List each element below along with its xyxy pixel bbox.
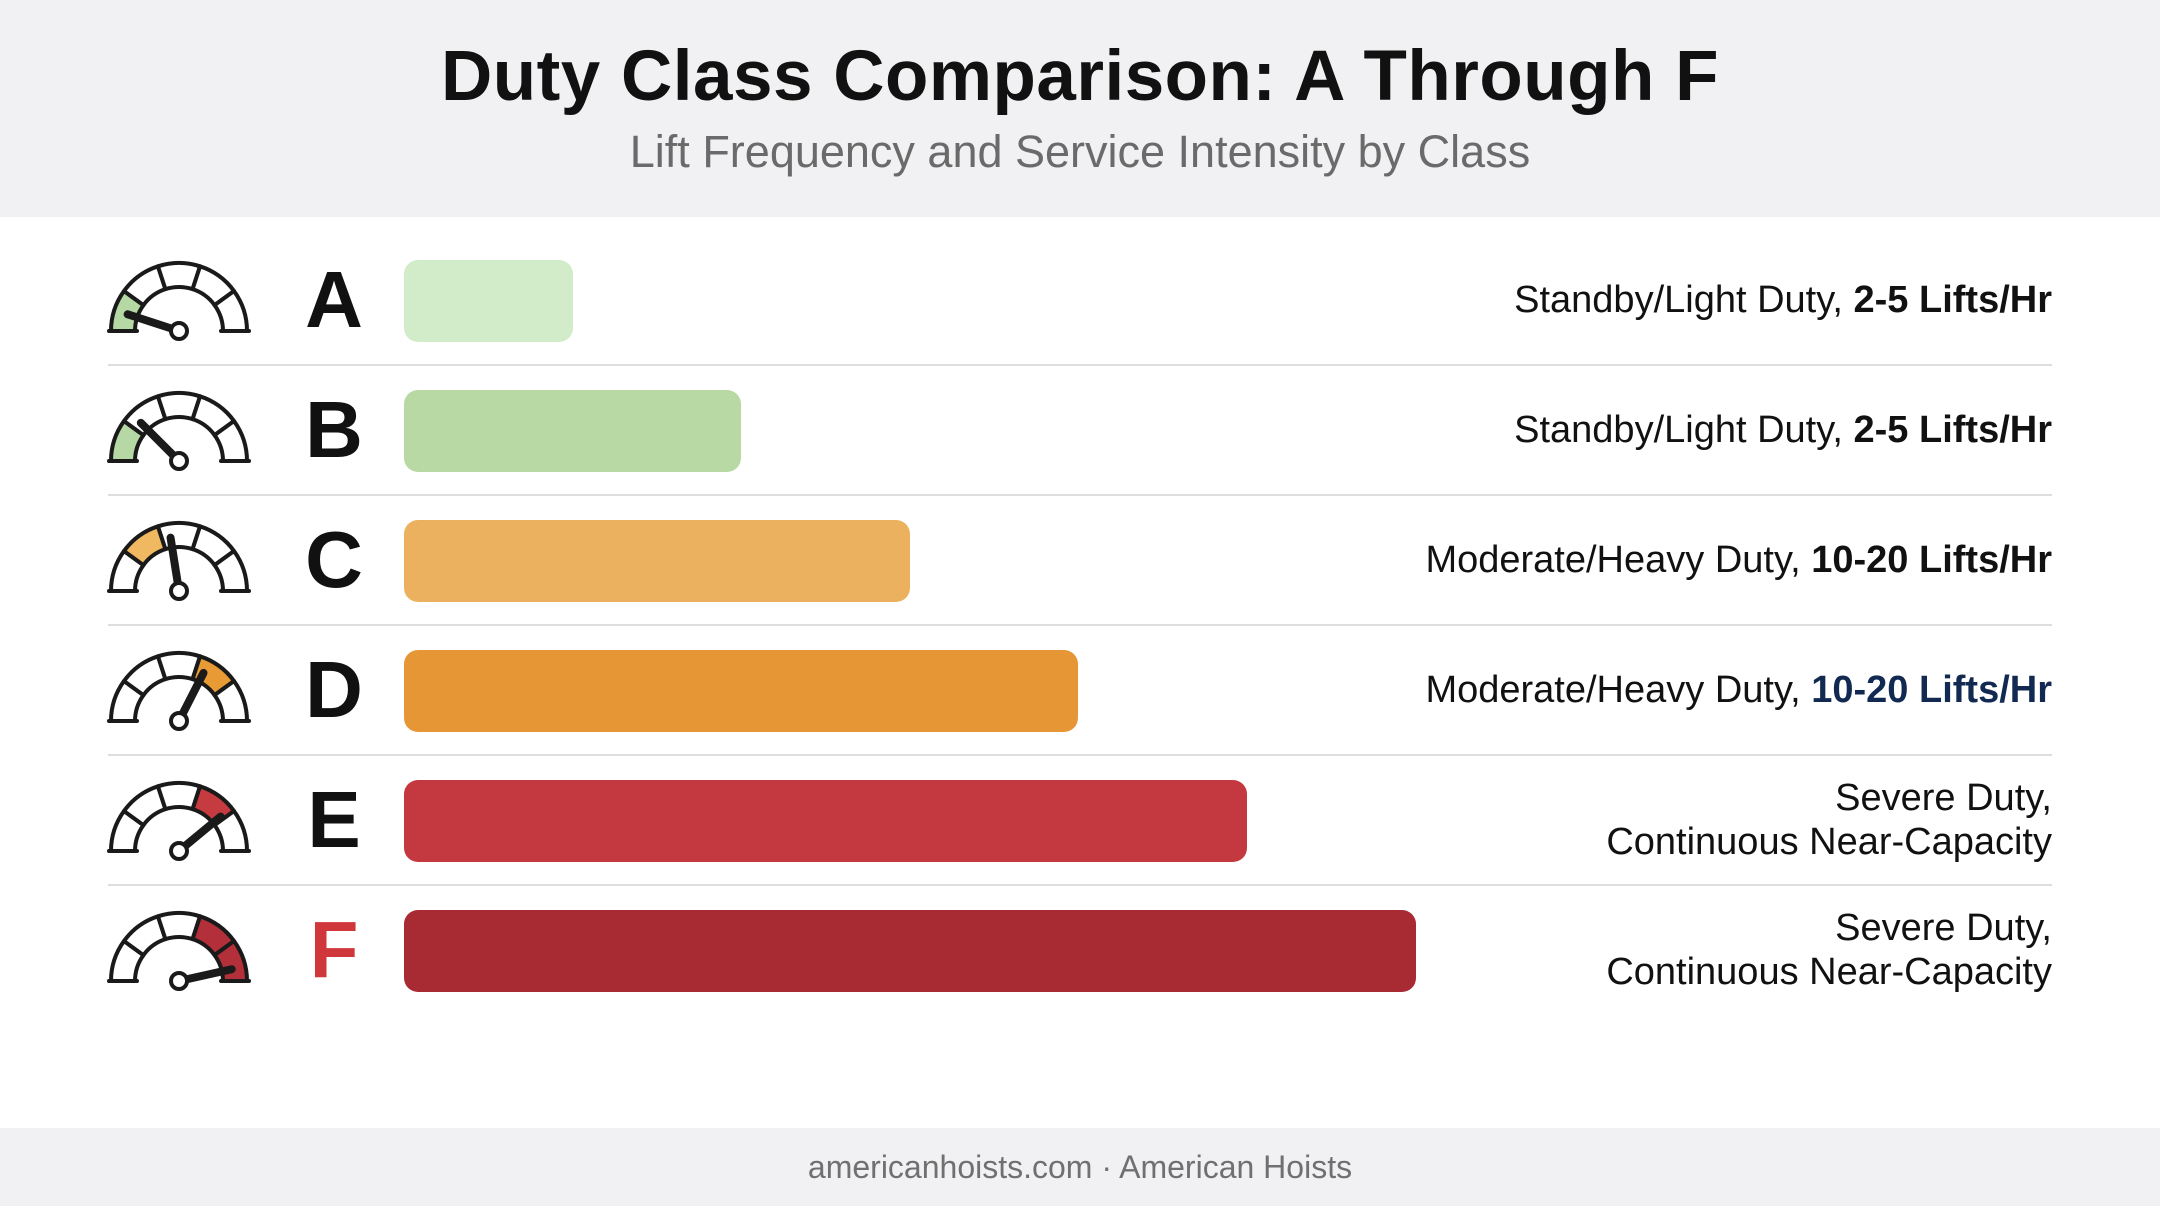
lift-rate: 2-5 Lifts/Hr — [1853, 279, 2052, 321]
class-row: E Severe Duty, Continuous Near-Capacity — [0, 755, 2160, 886]
description-line: Continuous Near-Capacity — [1606, 821, 2052, 863]
gauge-hub — [169, 321, 189, 341]
class-bar — [404, 910, 1416, 992]
row-divider — [108, 364, 2052, 366]
class-description: Severe Duty, Continuous Near-Capacity — [1272, 776, 2052, 864]
class-description: Severe Duty, Continuous Near-Capacity — [1272, 906, 2052, 994]
class-row: B Standby/Light Duty, 2-5 Lifts/Hr — [0, 365, 2160, 496]
description-text: Moderate/Heavy Duty, — [1425, 539, 1812, 581]
lift-rate: 2-5 Lifts/Hr — [1853, 409, 2052, 451]
class-row: F Severe Duty, Continuous Near-Capacity — [0, 885, 2160, 1015]
class-letter: E — [307, 775, 361, 864]
row-divider — [108, 494, 2052, 496]
class-description: Moderate/Heavy Duty, 10-20 Lifts/Hr — [1272, 668, 2052, 712]
description-line: Continuous Near-Capacity — [1606, 951, 2052, 993]
page-subtitle: Lift Frequency and Service Intensity by … — [629, 126, 1531, 177]
class-letter: C — [305, 515, 363, 604]
gauge-hub — [169, 451, 189, 471]
class-row: D Moderate/Heavy Duty, 10-20 Lifts/Hr — [0, 625, 2160, 756]
header: Duty Class Comparison: A Through F Lift … — [0, 0, 2160, 217]
speedometer-icon — [107, 781, 251, 861]
speedometer-icon — [107, 261, 251, 341]
row-divider — [108, 754, 2052, 756]
page-title: Duty Class Comparison: A Through F — [441, 37, 1719, 116]
class-description: Moderate/Heavy Duty, 10-20 Lifts/Hr — [1272, 538, 2052, 582]
class-letter: B — [305, 385, 363, 474]
class-description: Standby/Light Duty, 2-5 Lifts/Hr — [1272, 278, 2052, 322]
row-divider — [108, 884, 2052, 886]
speedometer-icon — [107, 651, 251, 731]
class-bar — [404, 390, 742, 472]
gauge-hub — [169, 581, 189, 601]
description-text: Standby/Light Duty, — [1514, 279, 1854, 321]
class-letter: F — [309, 905, 359, 994]
class-row: C Moderate/Heavy Duty, 10-20 Lifts/Hr — [0, 495, 2160, 626]
speedometer-icon — [107, 521, 251, 601]
speedometer-icon — [107, 391, 251, 471]
gauge-hub — [169, 971, 189, 991]
description-text: Standby/Light Duty, — [1514, 409, 1854, 451]
class-description: Standby/Light Duty, 2-5 Lifts/Hr — [1272, 408, 2052, 452]
speedometer-icon — [107, 911, 251, 991]
description-text: Moderate/Heavy Duty, — [1425, 669, 1812, 711]
lift-rate: 10-20 Lifts/Hr — [1811, 539, 2052, 581]
footer: americanhoists.com · American Hoists — [0, 1128, 2160, 1206]
class-bar — [404, 260, 573, 342]
class-bar — [404, 520, 910, 602]
description-line: Severe Duty, — [1835, 777, 2052, 819]
row-divider — [108, 624, 2052, 626]
gauge-hub — [169, 711, 189, 731]
footer-text: americanhoists.com · American Hoists — [807, 1149, 1353, 1185]
description-line: Severe Duty, — [1835, 907, 2052, 949]
class-letter: D — [305, 645, 363, 734]
class-letter: A — [305, 255, 363, 344]
gauge-hub — [169, 841, 189, 861]
lift-rate: 10-20 Lifts/Hr — [1811, 669, 2052, 711]
class-bar — [404, 650, 1079, 732]
class-bar — [404, 780, 1247, 862]
class-row: A Standby/Light Duty, 2-5 Lifts/Hr — [0, 235, 2160, 366]
